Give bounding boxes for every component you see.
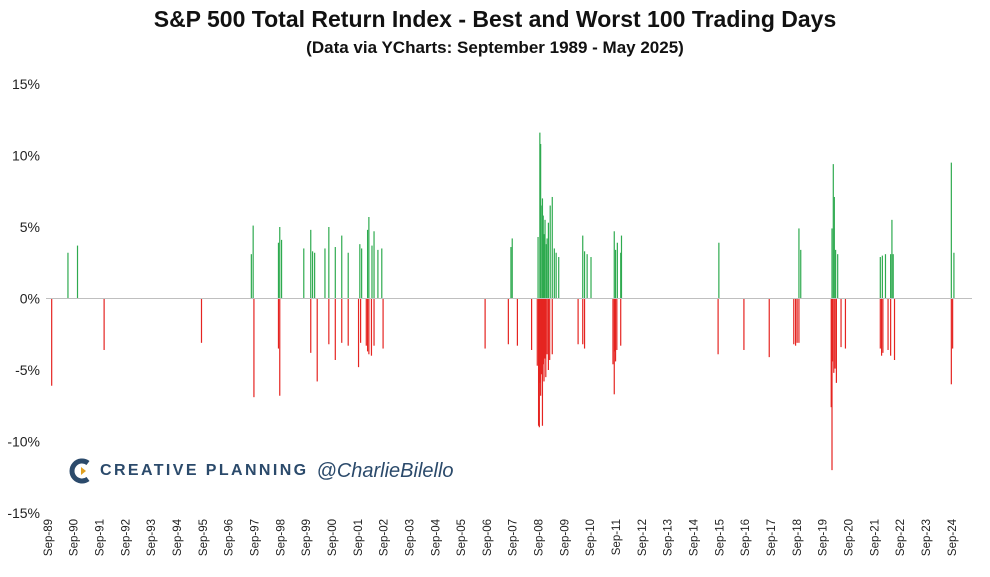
- x-tick-label: Sep-17: [766, 519, 778, 556]
- x-tick-label: Sep-10: [585, 519, 597, 556]
- x-tick-label: Sep-96: [224, 519, 236, 556]
- x-tick-label: Sep-94: [172, 518, 184, 556]
- x-axis: Sep-89 Sep-90 Sep-91 Sep-92 Sep-93 Sep-94 Sep-…: [43, 518, 959, 556]
- x-tick-label: Sep-03: [404, 519, 416, 556]
- chart-title: S&P 500 Total Return Index - Best and Wo…: [153, 6, 837, 32]
- x-tick-label: Sep-05: [456, 519, 468, 556]
- x-tick-label: Sep-02: [379, 519, 391, 556]
- x-tick-label: Sep-24: [947, 518, 959, 556]
- x-tick-label: Sep-01: [353, 519, 365, 556]
- x-tick-label: Sep-90: [69, 519, 81, 556]
- x-tick-label: Sep-13: [663, 519, 675, 556]
- x-tick-label: Sep-14: [689, 518, 701, 556]
- chart-subtitle: (Data via YCharts: September 1989 - May …: [306, 38, 684, 57]
- y-tick-label: -15%: [7, 505, 40, 521]
- y-tick-label: -5%: [15, 362, 40, 378]
- y-tick-label: 10%: [12, 148, 40, 164]
- y-axis: 15% 10% 5% 0% -5% -10% -15%: [7, 76, 40, 521]
- x-tick-label: Sep-00: [327, 519, 339, 556]
- x-tick-label: Sep-04: [430, 518, 442, 556]
- x-tick-label: Sep-11: [611, 519, 623, 555]
- x-tick-label: Sep-15: [714, 519, 726, 556]
- x-tick-label: Sep-09: [559, 519, 571, 556]
- x-tick-label: Sep-07: [508, 519, 520, 556]
- x-tick-label: Sep-20: [844, 519, 856, 556]
- x-tick-label: Sep-12: [637, 519, 649, 556]
- x-tick-label: Sep-92: [120, 519, 132, 556]
- y-tick-label: 15%: [12, 76, 40, 92]
- best-days-bars: [67, 132, 955, 299]
- x-tick-label: Sep-89: [43, 519, 55, 556]
- x-tick-label: Sep-97: [249, 519, 261, 556]
- x-tick-label: Sep-23: [921, 519, 933, 556]
- creative-planning-logo-icon: [69, 458, 90, 484]
- x-tick-label: Sep-99: [301, 519, 313, 556]
- x-tick-label: Sep-95: [198, 519, 210, 556]
- y-tick-label: 0%: [20, 291, 40, 307]
- y-tick-label: 5%: [20, 219, 40, 235]
- worst-days-bars: [51, 298, 954, 471]
- x-tick-label: Sep-91: [94, 519, 106, 556]
- watermark-handle: @CharlieBilello: [316, 459, 454, 482]
- x-tick-label: Sep-18: [792, 519, 804, 556]
- x-tick-label: Sep-98: [275, 519, 287, 556]
- y-tick-label: -10%: [7, 434, 40, 450]
- x-tick-label: Sep-06: [482, 519, 494, 556]
- x-tick-label: Sep-08: [534, 519, 546, 556]
- x-tick-label: Sep-93: [146, 519, 158, 556]
- watermark: CREATIVE PLANNING @CharlieBilello: [68, 456, 454, 486]
- x-tick-label: Sep-19: [818, 519, 830, 556]
- x-tick-label: Sep-22: [895, 519, 907, 556]
- x-tick-label: Sep-21: [869, 519, 881, 556]
- watermark-brand: CREATIVE PLANNING: [100, 462, 309, 479]
- x-tick-label: Sep-16: [740, 519, 752, 556]
